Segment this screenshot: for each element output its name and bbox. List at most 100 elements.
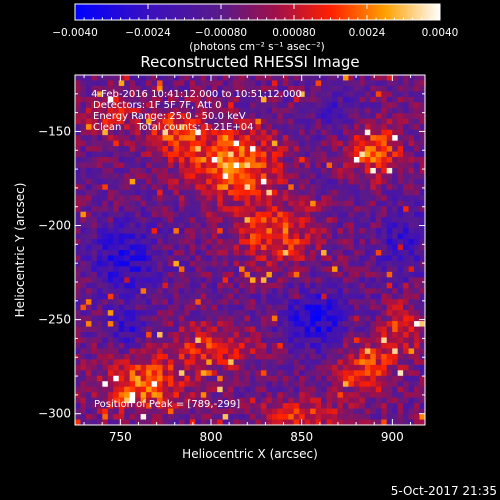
heatmap-cell — [167, 239, 174, 245]
heatmap-cell — [167, 359, 174, 366]
heatmap-cell — [353, 397, 360, 404]
heatmap-cell — [113, 315, 120, 322]
heatmap-cell — [315, 326, 322, 333]
heatmap-cell — [222, 342, 229, 349]
heatmap-cell — [250, 321, 256, 327]
heatmap-cell — [304, 277, 311, 284]
heatmap-cell — [299, 80, 306, 87]
heatmap-cell — [386, 310, 393, 317]
heatmap-cell — [250, 211, 256, 218]
heatmap-cell — [118, 206, 125, 213]
heatmap-cell — [124, 239, 131, 245]
heatmap-cell — [91, 233, 98, 240]
heatmap-cell — [102, 239, 109, 245]
heatmap-cell — [255, 107, 262, 114]
heatmap-cell — [250, 304, 256, 311]
heatmap-cell — [260, 135, 267, 142]
heatmap-cell — [124, 184, 131, 191]
heatmap-cell — [403, 326, 409, 333]
heatmap-cell — [129, 239, 136, 245]
heatmap-cell — [173, 381, 180, 388]
heatmap-cell — [403, 75, 409, 81]
heatmap-cell — [80, 332, 87, 338]
heatmap-cell — [414, 359, 420, 366]
heatmap-cell — [129, 135, 136, 142]
heatmap-cell — [178, 337, 185, 344]
heatmap-cell — [135, 414, 142, 420]
heatmap-cell — [348, 162, 355, 169]
heatmap-cell — [157, 271, 163, 278]
heatmap-cell — [102, 75, 109, 81]
heatmap-cell — [96, 75, 103, 81]
heatmap-cell — [375, 408, 382, 415]
heatmap-cell — [129, 364, 136, 371]
heatmap-cell — [359, 250, 366, 256]
heatmap-cell — [403, 244, 409, 251]
heatmap-cell — [408, 342, 415, 349]
heatmap-cell — [392, 129, 399, 136]
heatmap-cell — [129, 222, 136, 229]
heatmap-cell — [244, 293, 251, 300]
heatmap-cell — [359, 403, 366, 409]
heatmap-cell — [239, 288, 245, 295]
heatmap-cell — [118, 315, 125, 322]
heatmap-cell — [260, 184, 267, 191]
heatmap-cell — [113, 189, 120, 196]
heatmap-cell — [397, 288, 404, 295]
heatmap-cell — [403, 288, 409, 295]
heatmap-cell — [260, 140, 267, 147]
heatmap-cell — [293, 408, 300, 415]
heatmap-cell — [260, 173, 267, 180]
heatmap-cell — [206, 348, 213, 355]
heatmap-cell — [260, 293, 267, 300]
heatmap-cell — [107, 167, 114, 174]
heatmap-cell — [91, 304, 98, 311]
heatmap-cell — [162, 375, 169, 382]
heatmap-cell — [80, 157, 87, 163]
heatmap-cell — [288, 299, 295, 306]
heatmap-cell — [222, 233, 229, 240]
heatmap-cell — [282, 157, 289, 163]
heatmap-cell — [239, 107, 245, 114]
heatmap-cell — [206, 342, 213, 349]
heatmap-cell — [146, 211, 152, 218]
heatmap-cell — [102, 157, 109, 163]
heatmap-cell — [113, 299, 120, 306]
heatmap-cell — [364, 135, 371, 142]
heatmap-cell — [337, 200, 344, 207]
heatmap-cell — [102, 113, 109, 120]
heatmap-cell — [342, 200, 349, 207]
heatmap-cell — [162, 239, 169, 245]
heatmap-cell — [381, 271, 388, 278]
heatmap-cell — [211, 96, 218, 103]
heatmap-cell — [140, 189, 147, 196]
heatmap-cell — [124, 244, 131, 251]
heatmap-cell — [403, 91, 409, 98]
heatmap-cell — [91, 408, 98, 415]
heatmap-cell — [321, 260, 327, 267]
heatmap-cell — [85, 217, 92, 224]
heatmap-cell — [135, 80, 142, 87]
heatmap-cell — [364, 200, 371, 207]
heatmap-cell — [195, 80, 202, 87]
heatmap-cell — [140, 162, 147, 169]
heatmap-cell — [96, 140, 103, 147]
heatmap-cell — [414, 381, 420, 388]
heatmap-cell — [364, 239, 371, 245]
heatmap-cell — [118, 403, 125, 409]
heatmap-cell — [277, 386, 284, 393]
heatmap-cell — [266, 342, 273, 349]
heatmap-cell — [266, 135, 273, 142]
heatmap-cell — [288, 348, 295, 355]
heatmap-cell — [266, 348, 273, 355]
heatmap-cell — [75, 75, 81, 81]
heatmap-cell — [293, 419, 300, 426]
heatmap-cell — [135, 211, 142, 218]
heatmap-cell — [315, 255, 322, 262]
heatmap-cell — [293, 288, 300, 295]
heatmap-cell — [359, 102, 366, 109]
heatmap-cell — [403, 124, 409, 131]
heatmap-cell — [96, 403, 103, 409]
heatmap-cell — [140, 217, 147, 224]
heatmap-cell — [370, 124, 377, 131]
